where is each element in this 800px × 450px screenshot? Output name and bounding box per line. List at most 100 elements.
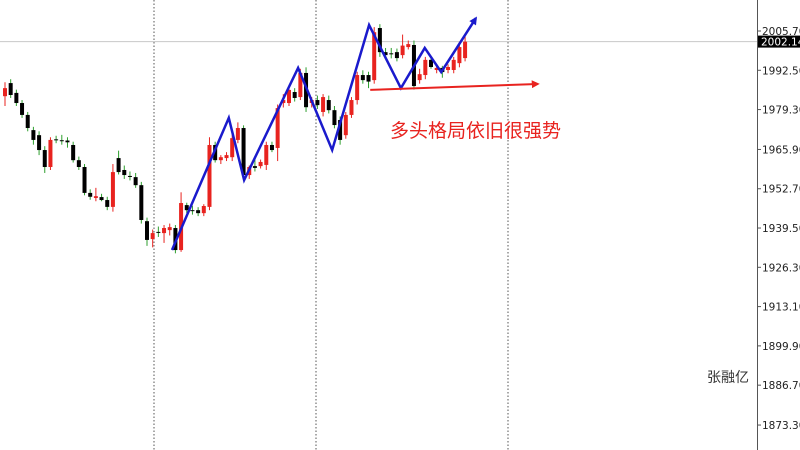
axis-tick-label: 1992.50 bbox=[762, 65, 800, 77]
candle-bullish bbox=[218, 155, 223, 165]
candle-body bbox=[451, 59, 456, 70]
candle-bullish bbox=[150, 229, 155, 248]
candle-body bbox=[162, 228, 167, 234]
candle-body bbox=[417, 74, 422, 81]
candle-bullish bbox=[3, 82, 7, 106]
axis-tick-label: 1939.50 bbox=[762, 223, 800, 235]
candle-bullish bbox=[235, 122, 240, 144]
candle-body bbox=[122, 169, 127, 176]
candle-body bbox=[116, 158, 121, 173]
candle-body bbox=[48, 139, 53, 168]
candle-body bbox=[156, 231, 161, 233]
annotation-text: 多头格局依旧很强势 bbox=[390, 120, 561, 142]
candle-body bbox=[298, 72, 303, 98]
axis-tick-label: 1913.10 bbox=[762, 302, 800, 314]
axis-tick-label: 1886.70 bbox=[762, 380, 800, 392]
candle-body bbox=[275, 108, 280, 148]
candle-body bbox=[377, 28, 382, 53]
candle-bullish bbox=[446, 64, 451, 74]
axis-tick-label: 1952.70 bbox=[762, 184, 800, 196]
candle-bearish bbox=[31, 126, 36, 145]
candle-body bbox=[321, 97, 326, 112]
candle-body bbox=[230, 138, 235, 158]
candle-bearish bbox=[366, 71, 371, 89]
candle-body bbox=[76, 160, 81, 168]
candle-body bbox=[110, 172, 115, 207]
trend-zigzag-line bbox=[170, 16, 477, 251]
candle-body bbox=[167, 227, 172, 231]
candle-bearish bbox=[184, 202, 189, 214]
axis-tick-label: 1899.90 bbox=[762, 341, 800, 353]
candle-body bbox=[8, 83, 13, 95]
candle-bullish bbox=[349, 97, 354, 118]
candle-body bbox=[269, 144, 274, 151]
candle-bullish bbox=[162, 225, 167, 243]
axis-tick-label: 2005.70 bbox=[762, 26, 800, 38]
candle-bullish bbox=[355, 71, 360, 105]
candle-bearish bbox=[127, 171, 132, 181]
candle-bearish bbox=[42, 146, 47, 173]
candle-bullish bbox=[321, 94, 326, 117]
candle-bearish bbox=[8, 79, 13, 98]
candle-body bbox=[105, 200, 110, 207]
candle-bullish bbox=[264, 141, 269, 170]
candle-bearish bbox=[76, 156, 81, 170]
candle-bearish bbox=[25, 111, 30, 132]
candle-bullish bbox=[224, 152, 229, 162]
candle-body bbox=[258, 161, 263, 167]
candle-bullish bbox=[207, 137, 212, 211]
candle-bearish bbox=[139, 181, 144, 224]
candle-bullish bbox=[400, 34, 405, 59]
candle-body bbox=[281, 100, 286, 104]
candle-body bbox=[224, 155, 229, 159]
candle-bullish bbox=[179, 192, 184, 252]
candle-bullish bbox=[451, 56, 456, 74]
candle-body bbox=[145, 221, 149, 240]
candle-bearish bbox=[82, 164, 87, 196]
candle-body bbox=[434, 67, 439, 70]
candle-body bbox=[394, 52, 399, 59]
current-price-value: 2002.14 bbox=[761, 37, 800, 49]
candle-body bbox=[201, 206, 206, 214]
candle-bullish bbox=[417, 68, 422, 84]
axis-tick-label: 1873.30 bbox=[762, 420, 800, 432]
candle-body bbox=[127, 175, 132, 177]
candle-bearish bbox=[190, 205, 195, 215]
price-axis: 2005.70 1992.50 1979.30 1965.90 1952.70 1939.… bbox=[757, 26, 800, 432]
candle-bearish bbox=[315, 95, 320, 109]
candle-body bbox=[235, 128, 240, 140]
candle-body bbox=[383, 52, 388, 56]
candle-bullish bbox=[93, 187, 98, 202]
support-arrow-line bbox=[370, 80, 540, 91]
candle-bearish bbox=[105, 196, 110, 211]
annotations bbox=[170, 16, 540, 251]
candle-body bbox=[463, 41, 468, 59]
candle-body bbox=[20, 103, 25, 115]
candle-bearish bbox=[252, 159, 257, 172]
candle-bullish bbox=[463, 36, 468, 62]
candle-body bbox=[287, 89, 291, 104]
candle-bearish bbox=[20, 100, 25, 118]
candle-body bbox=[71, 144, 76, 161]
candle-body bbox=[82, 167, 87, 193]
candle-body bbox=[252, 166, 257, 168]
axis-tick-label: 1979.30 bbox=[762, 105, 800, 117]
candle-bearish bbox=[292, 88, 297, 102]
candle-bearish bbox=[54, 135, 59, 144]
candle-bullish bbox=[423, 56, 428, 80]
candle-bullish bbox=[287, 86, 291, 106]
candle-body bbox=[37, 135, 42, 151]
candle-bullish bbox=[275, 104, 280, 162]
candle-body bbox=[400, 45, 405, 56]
watermark: 张融亿 bbox=[707, 370, 749, 386]
axis-tick-label: 1926.30 bbox=[762, 262, 800, 274]
candle-bearish bbox=[99, 193, 104, 202]
candle-bearish bbox=[59, 134, 64, 145]
candle-bearish bbox=[394, 48, 399, 62]
candle-body bbox=[429, 59, 433, 68]
candle-body bbox=[88, 192, 93, 197]
candle-body bbox=[93, 196, 98, 198]
candle-body bbox=[99, 197, 104, 201]
candle-body bbox=[59, 140, 64, 142]
